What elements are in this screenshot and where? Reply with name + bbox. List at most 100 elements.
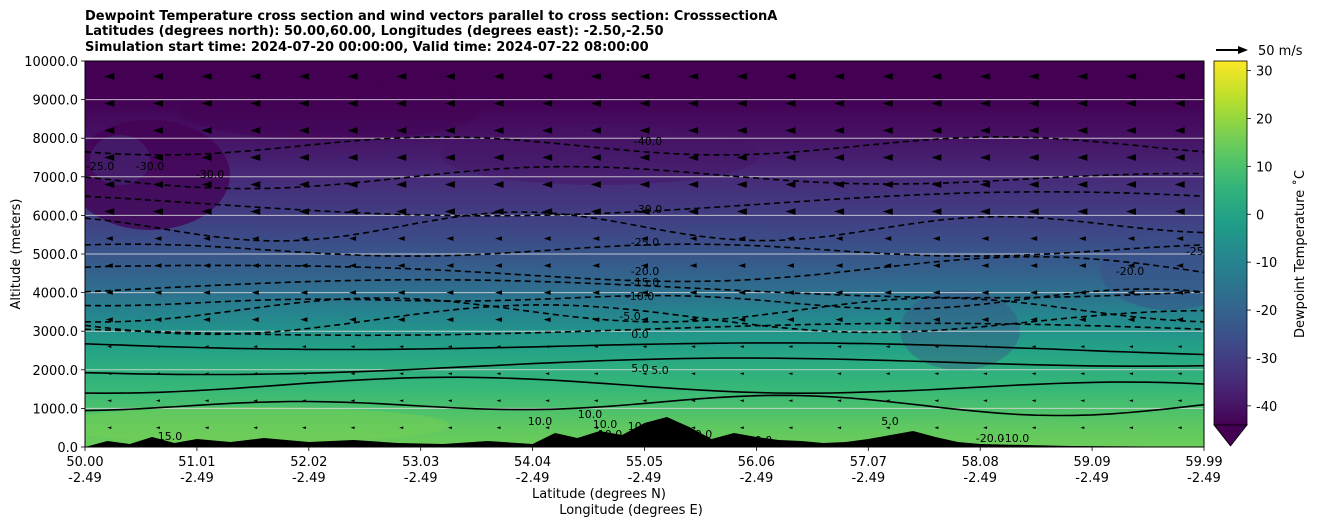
wind-vector (688, 208, 699, 215)
wind-vector (592, 236, 600, 241)
wind-vector (931, 154, 942, 161)
wind-vector (1126, 208, 1137, 215)
wind-vector (689, 236, 697, 241)
chart-title-line-2: Latitudes (degrees north): 50.00,60.00, … (85, 24, 664, 39)
wind-vector (250, 208, 261, 215)
wind-vector (1127, 236, 1135, 241)
wind-vector (350, 426, 355, 430)
wind-vector (639, 73, 650, 80)
contour-negative (85, 211, 1204, 242)
wind-vector (590, 127, 601, 134)
wind-vector (496, 372, 501, 375)
wind-vector (882, 73, 893, 80)
wind-vector (545, 345, 550, 348)
wind-vector (545, 372, 550, 375)
wind-vector (253, 399, 258, 403)
contour-label: -15.0 (631, 276, 659, 289)
x-tick-label-lat: 50.00 (66, 455, 103, 470)
wind-vector (1030, 263, 1038, 268)
x-tick-label-lon: -2.49 (516, 471, 550, 486)
wind-vector (1077, 154, 1088, 161)
wind-vector (1126, 181, 1137, 188)
wind-vector (347, 100, 358, 107)
wind-vector (154, 263, 162, 268)
y-axis-label: Altitude (meters) (9, 199, 24, 310)
contour-negative (85, 255, 1204, 283)
wind-vector (1077, 73, 1088, 80)
wind-vector (739, 399, 744, 403)
x-axis: 50.00-2.4951.01-2.4952.02-2.4953.03-2.49… (66, 447, 1223, 486)
wind-vector (882, 127, 893, 134)
wind-vector (542, 100, 553, 107)
x-tick-label-lon: -2.49 (963, 471, 997, 486)
wind-vector (641, 236, 648, 241)
wind-vector (691, 345, 696, 348)
wind-vector (1030, 317, 1038, 322)
wind-vector (885, 399, 890, 403)
wind-vector (107, 426, 112, 430)
wind-vector (204, 345, 209, 348)
wind-vector (592, 263, 600, 268)
wind-vector (642, 399, 647, 403)
wind-vector (884, 290, 892, 295)
wind-vector (1129, 399, 1134, 403)
wind-vector (931, 127, 942, 134)
wind-vector (882, 154, 893, 161)
x-tick-label-lat: 54.04 (514, 455, 551, 470)
wind-vector (736, 100, 747, 107)
wind-vector (347, 127, 358, 134)
wind-vector (251, 290, 259, 295)
wind-vector (201, 208, 212, 215)
wind-vector (250, 154, 261, 161)
wind-vector (107, 345, 112, 348)
wind-vector (641, 317, 648, 322)
wind-vector (154, 236, 162, 241)
wind-vector (1129, 426, 1134, 430)
y-tick-label: 8000.0 (33, 132, 79, 147)
wind-vector (837, 426, 842, 430)
wind-vector (688, 127, 699, 134)
wind-vector (785, 154, 796, 161)
wind-vector (981, 290, 989, 295)
wind-vector (347, 181, 358, 188)
colorbar-tick-label: -10 (1256, 256, 1277, 271)
wind-vector (154, 317, 162, 322)
contour-label: 5.0 (651, 364, 669, 377)
wind-vector (542, 208, 553, 215)
wind-vector (444, 181, 455, 188)
wind-vector (155, 345, 160, 348)
contour-label: -40.0 (634, 135, 662, 148)
contour-label: -30.0 (196, 168, 224, 181)
wind-vector (396, 208, 407, 215)
wind-vector (837, 345, 842, 348)
wind-vectors (104, 73, 1185, 430)
wind-vector (543, 236, 551, 241)
wind-vector (1174, 181, 1185, 188)
wind-vector (1176, 263, 1184, 268)
quiver-key: 50 m/s (1216, 44, 1303, 59)
wind-vector (788, 426, 793, 430)
wind-vector (785, 181, 796, 188)
wind-vector (641, 290, 648, 295)
contour-negative (85, 297, 1204, 323)
wind-vector (592, 317, 600, 322)
wind-vector (495, 290, 503, 295)
wind-vector (837, 372, 842, 375)
wind-vector (639, 154, 650, 161)
wind-vector (1126, 154, 1137, 161)
wind-vector (105, 263, 113, 268)
wind-vector (154, 290, 162, 295)
wind-vector (736, 127, 747, 134)
wind-vector (542, 181, 553, 188)
wind-vector (1176, 290, 1184, 295)
wind-vector (444, 127, 455, 134)
wind-vector (738, 263, 746, 268)
colorbar-tick-label: -20 (1256, 304, 1277, 319)
wind-vector (1129, 372, 1134, 375)
y-tick-label: 1000.0 (33, 402, 79, 417)
wind-vector (785, 208, 796, 215)
wind-vector (543, 263, 551, 268)
wind-vector (496, 426, 501, 430)
colorbar-tick-label: 20 (1256, 112, 1273, 127)
colorbar-tick-label: -40 (1256, 400, 1277, 415)
